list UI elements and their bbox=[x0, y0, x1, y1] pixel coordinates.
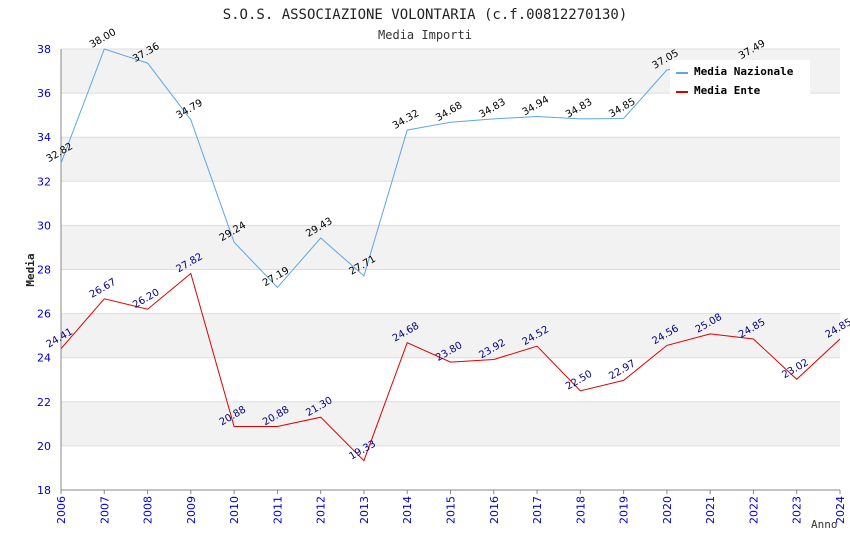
y-tick-label: 30 bbox=[37, 219, 51, 232]
x-tick-label: 2024 bbox=[834, 496, 847, 524]
x-axis-label: Anno bbox=[811, 518, 838, 531]
legend-label-ente: Media Ente bbox=[694, 84, 761, 97]
grid-band bbox=[61, 269, 840, 314]
grid-band bbox=[61, 445, 840, 490]
y-tick-label: 18 bbox=[37, 484, 51, 497]
x-tick-label: 2010 bbox=[228, 496, 241, 524]
series-line-media-ente bbox=[60, 272, 841, 462]
chart-title: S.O.S. ASSOCIAZIONE VOLONTARIA (c.f.0081… bbox=[223, 7, 628, 23]
y-tick-label: 20 bbox=[37, 440, 51, 453]
grid-bands bbox=[61, 49, 840, 490]
y-tick-label: 28 bbox=[37, 264, 51, 277]
y-tick-label: 38 bbox=[37, 43, 51, 56]
y-tick-label: 26 bbox=[37, 308, 51, 321]
x-tick-label: 2009 bbox=[185, 496, 198, 524]
x-tick-label: 2011 bbox=[271, 496, 284, 524]
x-tick-label: 2021 bbox=[704, 496, 717, 524]
x-tick-label: 2012 bbox=[315, 496, 328, 524]
grid-band bbox=[61, 313, 840, 358]
chart-subtitle: Media Importi bbox=[378, 28, 472, 42]
x-tick-label: 2022 bbox=[747, 496, 760, 524]
series-lines bbox=[60, 48, 841, 462]
data-label: 38.00 bbox=[88, 27, 118, 51]
x-tick-label: 2015 bbox=[445, 496, 458, 524]
x-tick-label: 2020 bbox=[661, 496, 674, 524]
axes bbox=[60, 49, 841, 494]
grid-band bbox=[61, 225, 840, 270]
x-tick-label: 2007 bbox=[98, 496, 111, 524]
x-tick-labels: 2006 2007 2008 2009 2010 2011 2012 2013 2014 2015… bbox=[55, 496, 847, 524]
grid-band bbox=[61, 357, 840, 402]
y-tick-label: 34 bbox=[37, 131, 51, 144]
grid-band bbox=[61, 93, 840, 138]
x-tick-label: 2017 bbox=[531, 496, 544, 524]
series-line-media-nazionale bbox=[60, 48, 754, 289]
grid-band bbox=[61, 181, 840, 226]
grid-band bbox=[61, 401, 840, 446]
legend-box bbox=[670, 60, 810, 98]
y-tick-label: 22 bbox=[37, 396, 51, 409]
y-tick-label: 24 bbox=[37, 352, 51, 365]
x-tick-label: 2006 bbox=[55, 496, 68, 524]
x-tick-label: 2014 bbox=[401, 496, 414, 524]
legend: Media Nazionale Media Ente bbox=[670, 60, 810, 98]
grid-band bbox=[61, 137, 840, 182]
legend-label-nazionale: Media Nazionale bbox=[694, 65, 794, 78]
y-tick-label: 32 bbox=[37, 175, 51, 188]
x-tick-label: 2013 bbox=[358, 496, 371, 524]
x-tick-label: 2023 bbox=[791, 496, 804, 524]
x-tick-label: 2019 bbox=[618, 496, 631, 524]
x-tick-label: 2008 bbox=[142, 496, 155, 524]
y-axis-label: Media bbox=[24, 253, 37, 286]
x-tick-label: 2018 bbox=[574, 496, 587, 524]
x-tick-label: 2016 bbox=[488, 496, 501, 524]
y-tick-label: 36 bbox=[37, 87, 51, 100]
y-tick-labels: 18 20 22 24 26 28 30 32 34 36 38 bbox=[37, 43, 51, 497]
